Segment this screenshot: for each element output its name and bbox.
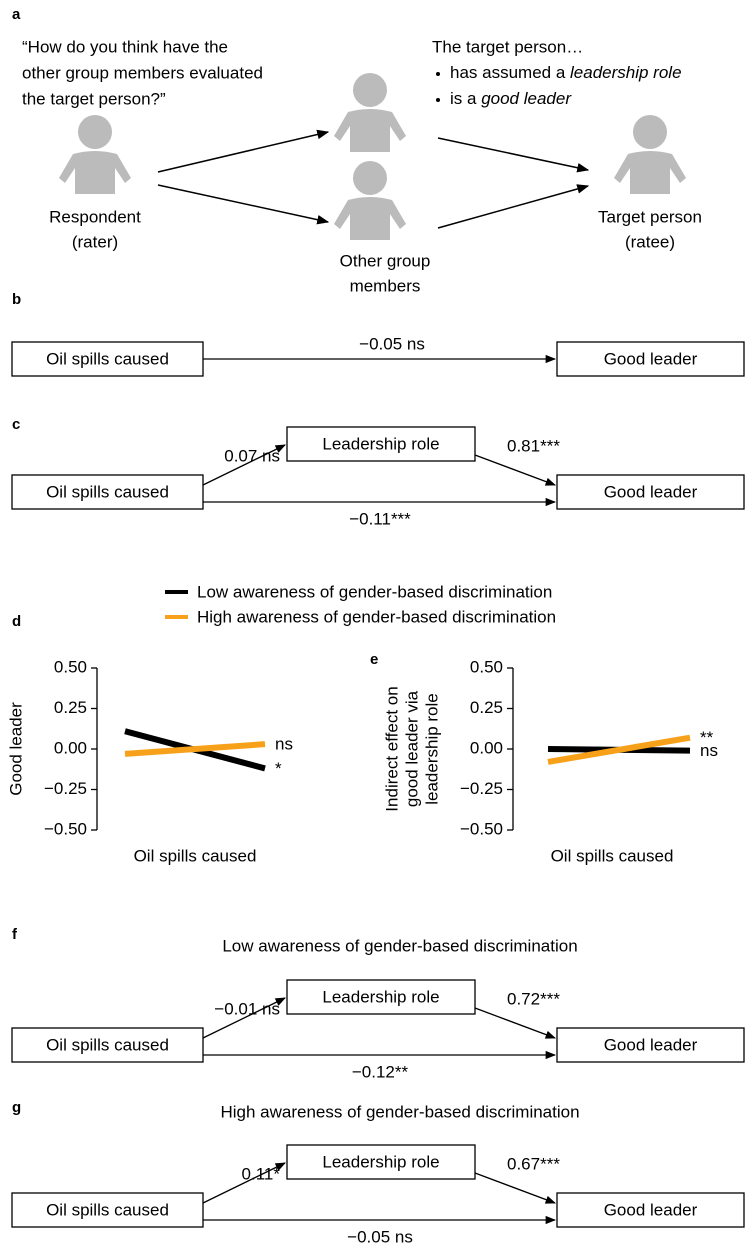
y-tick-label: −0.25	[44, 779, 87, 798]
y-tick-label: 0.25	[54, 698, 87, 717]
y-tick-label: 0.00	[54, 738, 87, 757]
path-coefficient: −0.11***	[349, 509, 411, 528]
node-label: Other group	[340, 251, 431, 270]
node-label: (rater)	[72, 232, 118, 251]
y-axis-label: Indirect effect on	[382, 686, 401, 811]
bullet	[436, 72, 440, 76]
box	[286, 426, 476, 462]
path-coefficient: 0.07 ns	[224, 446, 280, 465]
y-tick-label: 0.00	[470, 738, 503, 757]
arrow	[474, 1007, 556, 1039]
path-coefficient: −0.05 ns	[347, 1227, 413, 1246]
node-label: (ratee)	[625, 232, 675, 251]
box-label: Oil spills caused	[46, 1200, 169, 1219]
arrow	[202, 1162, 286, 1204]
arrow	[474, 1172, 556, 1204]
box-label: Leadership role	[322, 434, 439, 453]
panel-label: g	[12, 1099, 21, 1116]
question: the target person?”	[22, 89, 166, 108]
body	[334, 109, 406, 152]
panel-label: a	[12, 6, 21, 23]
panel-label: f	[12, 926, 18, 943]
box-label: Leadership role	[322, 1152, 439, 1171]
box-label: Oil spills caused	[46, 482, 169, 501]
path-coefficient: 0.67***	[507, 1154, 560, 1173]
body	[614, 151, 686, 194]
question: “How do you think have the	[22, 37, 228, 56]
y-axis-label: good leader via	[402, 690, 421, 807]
data-line	[547, 734, 691, 765]
bullet-text: is a good leader	[450, 89, 572, 108]
box	[286, 1144, 476, 1180]
legend-label: Low awareness of gender-based discrimina…	[197, 582, 552, 601]
path-coefficient: 0.81***	[507, 436, 560, 455]
panel-title: Low awareness of gender-based discrimina…	[222, 936, 577, 955]
y-tick-label: −0.50	[460, 819, 503, 838]
arrow	[202, 997, 286, 1039]
path-coefficient: −0.12**	[352, 1062, 409, 1081]
head	[78, 115, 112, 149]
box	[286, 979, 476, 1015]
node-label: Respondent	[49, 207, 141, 226]
box	[11, 474, 204, 510]
box	[556, 474, 745, 510]
box-label: Good leader	[604, 482, 698, 501]
significance-label: *	[275, 759, 282, 778]
body	[334, 197, 406, 240]
box	[556, 1192, 745, 1228]
node-label: members	[350, 276, 421, 295]
y-tick-label: 0.50	[470, 657, 503, 676]
person-icon	[614, 115, 686, 194]
box-label: Good leader	[604, 1200, 698, 1219]
bullet	[436, 98, 440, 102]
box	[556, 341, 745, 377]
y-tick-label: 0.50	[54, 657, 87, 676]
box	[11, 1192, 204, 1228]
data-line	[124, 741, 266, 757]
panel-label: e	[370, 651, 378, 668]
question: other group members evaluated	[22, 63, 263, 82]
y-tick-label: −0.50	[44, 819, 87, 838]
body	[59, 151, 131, 194]
panel-label: d	[12, 613, 21, 630]
arrows	[157, 129, 590, 229]
box-label: Good leader	[604, 349, 698, 368]
person-icon	[334, 161, 406, 240]
box	[11, 341, 204, 377]
person-icon	[59, 115, 131, 194]
arrow	[474, 454, 556, 486]
panel-label: b	[12, 291, 21, 308]
box-label: Good leader	[604, 1035, 698, 1054]
significance-label: ns	[275, 735, 293, 754]
y-axis-label: Good leader	[6, 702, 25, 796]
path-coefficient: 0.72***	[507, 989, 560, 1008]
y-tick-label: 0.25	[470, 698, 503, 717]
legend-label: High awareness of gender-based discrimin…	[197, 607, 556, 626]
box-label: Oil spills caused	[46, 349, 169, 368]
x-axis-label: Oil spills caused	[134, 846, 257, 865]
head	[353, 73, 387, 107]
arrow	[202, 444, 286, 486]
panel-title: High awareness of gender-based discrimin…	[220, 1102, 579, 1121]
head	[353, 161, 387, 195]
box	[11, 1027, 204, 1063]
significance-label: ns	[700, 741, 718, 760]
node-label: Target person	[598, 207, 702, 226]
head	[633, 115, 667, 149]
y-axis-label: leadership role	[422, 693, 441, 805]
y-tick-label: −0.25	[460, 779, 503, 798]
bullet-text: has assumed a leadership role	[450, 63, 682, 82]
x-axis-label: Oil spills caused	[551, 846, 674, 865]
box	[556, 1027, 745, 1063]
path-coefficient: 0.11*	[242, 1164, 281, 1183]
statement: The target person…	[432, 37, 583, 56]
box-label: Oil spills caused	[46, 1035, 169, 1054]
significance-label: **	[700, 728, 714, 747]
path-coefficient: −0.01 ns	[214, 999, 280, 1018]
person-icon	[334, 73, 406, 152]
box-label: Leadership role	[322, 987, 439, 1006]
path-coefficient: −0.05 ns	[359, 334, 425, 353]
panel-label: c	[12, 416, 20, 433]
